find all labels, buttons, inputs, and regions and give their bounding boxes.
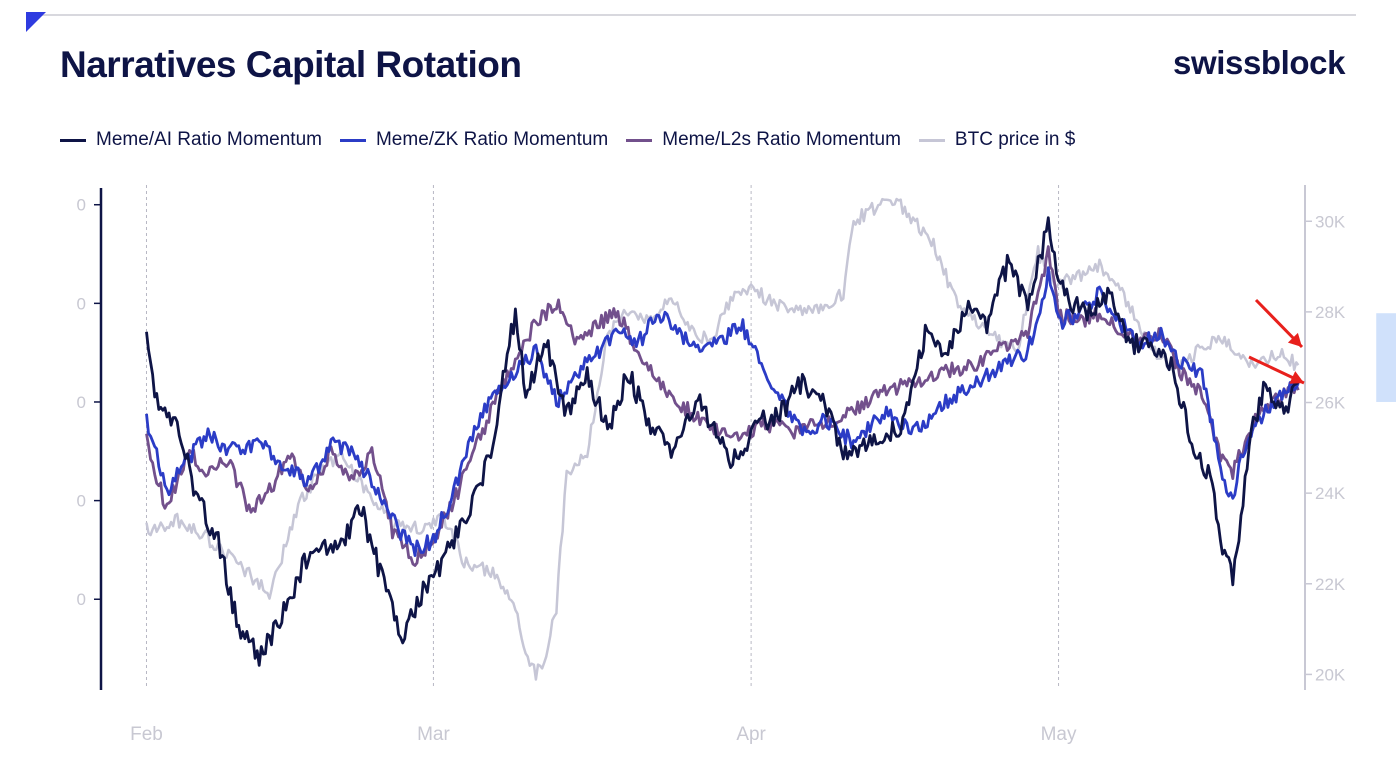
left-tick-label: 0 [77, 590, 86, 609]
legend-swatch [339, 138, 366, 142]
page-title: Narratives Capital Rotation [60, 44, 522, 85]
corner-accent [26, 12, 46, 32]
left-tick-label: 0 [77, 294, 86, 313]
legend-swatch [918, 138, 945, 142]
meme-ai-line [145, 216, 1300, 667]
left-tick-label: 0 [77, 492, 86, 511]
meme-l2s-line [145, 245, 1300, 567]
right-tick-label: 22K [1315, 575, 1346, 594]
legend-item: Meme/ZK Ratio Momentum [339, 129, 609, 151]
right-tick-label: 30K [1315, 212, 1346, 231]
legend-label: Meme/L2s Ratio Momentum [662, 129, 901, 150]
x-tick-label: May [1041, 724, 1077, 745]
x-tick-label: Apr [736, 724, 766, 745]
legend-item: Meme/AI Ratio Momentum [60, 129, 322, 151]
trend-arrowhead [1287, 332, 1302, 347]
left-tick-label: 0 [77, 196, 86, 215]
legend-label: BTC price in $ [954, 129, 1076, 150]
legend-item: Meme/L2s Ratio Momentum [626, 129, 901, 151]
legend-item: BTC price in $ [918, 129, 1076, 151]
right-tick-label: 26K [1315, 394, 1346, 413]
legend-label: Meme/ZK Ratio Momentum [375, 129, 609, 150]
right-tick-label: 20K [1315, 665, 1346, 684]
meme-zk-line [145, 266, 1300, 557]
legend-swatch [626, 138, 653, 142]
highlight-box [1376, 313, 1396, 402]
legend-label: Meme/AI Ratio Momentum [96, 129, 322, 150]
btc-price-line [145, 197, 1300, 681]
left-tick-label: 0 [77, 393, 86, 412]
x-tick-label: Feb [130, 724, 163, 745]
top-divider [30, 14, 1356, 16]
brand-logo: swissblock [1173, 44, 1346, 81]
trend-arrowhead [1289, 371, 1304, 384]
chart-legend: Meme/AI Ratio Momentum Meme/ZK Ratio Mome… [60, 128, 1093, 152]
right-tick-label: 24K [1315, 484, 1346, 503]
right-tick-label: 28K [1315, 303, 1346, 322]
legend-swatch [60, 138, 86, 142]
x-tick-label: Mar [417, 724, 450, 745]
